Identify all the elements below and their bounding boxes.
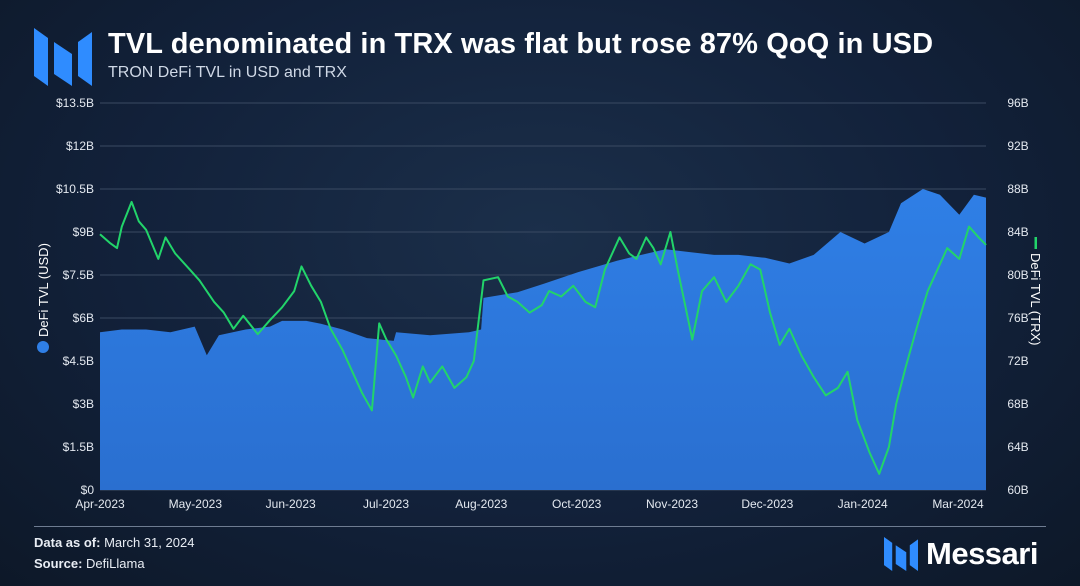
trx-tvl-line <box>99 200 987 475</box>
left-tick-label: $3B <box>73 397 94 411</box>
left-tick-label: $9B <box>73 225 94 239</box>
right-tick-label: 88B <box>1007 182 1028 196</box>
x-tick-label: May-2023 <box>169 497 223 511</box>
messari-wordmark: Messari <box>926 536 1038 571</box>
left-tick-label: $0 <box>81 483 95 497</box>
x-tick-label: Oct-2023 <box>552 497 602 511</box>
left-tick-label: $12B <box>66 139 94 153</box>
messari-logo-icon <box>34 28 92 86</box>
right-tick-label: 72B <box>1007 354 1028 368</box>
x-tick-label: Jun-2023 <box>266 497 316 511</box>
usd-legend-marker <box>37 341 49 353</box>
x-tick-label: Apr-2023 <box>75 497 125 511</box>
messari-brand: Messari <box>884 536 1038 572</box>
x-tick-label: Jan-2024 <box>838 497 888 511</box>
left-axis-label: DeFi TVL (USD) <box>36 243 51 337</box>
right-tick-label: 92B <box>1007 139 1028 153</box>
left-tick-label: $7.5B <box>63 268 94 282</box>
source-value: DefiLlama <box>86 556 145 571</box>
chart-title: TVL denominated in TRX was flat but rose… <box>108 28 934 60</box>
source-label: Source: <box>34 556 83 571</box>
right-tick-label: 84B <box>1007 225 1028 239</box>
x-tick-label: Jul-2023 <box>363 497 409 511</box>
right-axis-label: DeFi TVL (TRX) <box>1028 253 1043 345</box>
x-tick-label: Aug-2023 <box>455 497 507 511</box>
right-tick-label: 76B <box>1007 311 1028 325</box>
trx-legend-marker <box>1034 237 1037 249</box>
data-as-of-value: March 31, 2024 <box>104 535 195 550</box>
chart-subtitle: TRON DeFi TVL in USD and TRX <box>108 64 347 81</box>
tvl-chart: $0 60B $1.5B 64B $3B 68B $4.5B 72B $6B 76B $7.5B 80… <box>36 96 1043 511</box>
left-axis-title: DeFi TVL (USD) <box>36 243 51 353</box>
data-as-of: Data as of: March 31, 2024 <box>34 535 194 550</box>
messari-brand-icon <box>884 537 918 571</box>
left-tick-label: $6B <box>73 311 94 325</box>
usd-tvl-area <box>100 189 986 490</box>
source: Source: DefiLlama <box>34 556 145 571</box>
right-tick-label: 60B <box>1007 483 1028 497</box>
footer-divider <box>34 526 1046 527</box>
x-tick-label: Dec-2023 <box>741 497 793 511</box>
right-tick-label: 64B <box>1007 440 1028 454</box>
left-tick-label: $13.5B <box>56 96 94 110</box>
right-axis-title: DeFi TVL (TRX) <box>1028 237 1043 345</box>
x-tick-label: Nov-2023 <box>646 497 698 511</box>
x-tick-label: Mar-2024 <box>932 497 984 511</box>
right-tick-label: 68B <box>1007 397 1028 411</box>
right-tick-label: 80B <box>1007 268 1028 282</box>
left-tick-label: $4.5B <box>63 354 94 368</box>
left-tick-label: $10.5B <box>56 182 94 196</box>
right-tick-label: 96B <box>1007 96 1028 110</box>
data-as-of-label: Data as of: <box>34 535 101 550</box>
left-tick-label: $1.5B <box>63 440 94 454</box>
